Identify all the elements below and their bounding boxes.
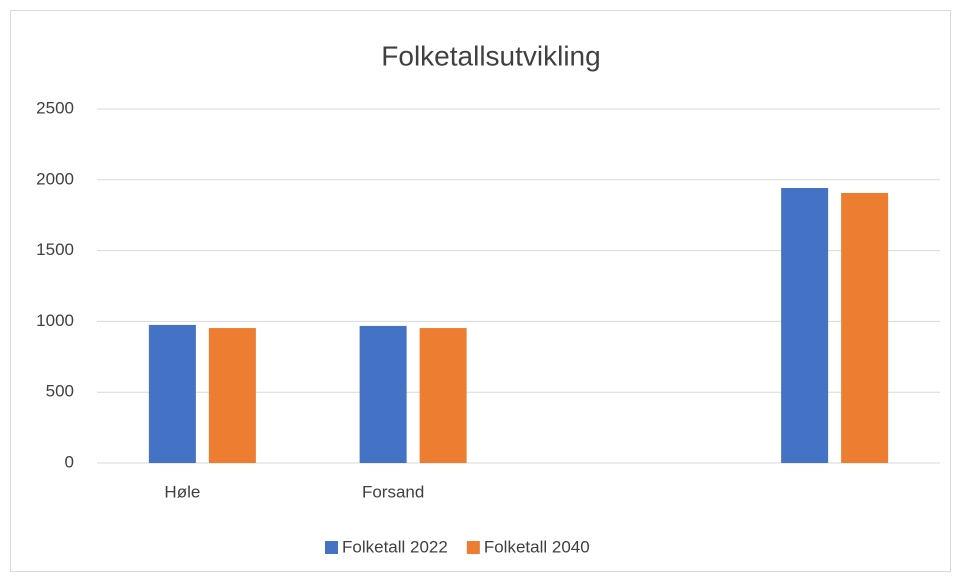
legend-swatch bbox=[466, 541, 480, 554]
y-tick-label: 2000 bbox=[36, 169, 74, 188]
x-tick-label: Høle bbox=[164, 482, 200, 501]
chart-title: Folketallsutvikling bbox=[381, 40, 600, 71]
bar bbox=[359, 325, 407, 463]
bar bbox=[781, 188, 829, 463]
legend-label: Folketall 2022 bbox=[342, 537, 448, 556]
bar bbox=[841, 192, 889, 463]
bar bbox=[419, 328, 467, 463]
y-tick-label: 0 bbox=[65, 452, 74, 471]
y-tick-label: 1500 bbox=[36, 240, 74, 259]
y-tick-label: 2500 bbox=[36, 98, 74, 117]
bar bbox=[148, 324, 196, 463]
legend-swatch bbox=[325, 541, 338, 554]
legend-label: Folketall 2040 bbox=[484, 537, 590, 556]
y-tick-label: 1000 bbox=[36, 311, 74, 330]
y-tick-label: 500 bbox=[46, 382, 74, 401]
bar bbox=[208, 328, 256, 463]
x-tick-label: Forsand bbox=[362, 482, 424, 501]
